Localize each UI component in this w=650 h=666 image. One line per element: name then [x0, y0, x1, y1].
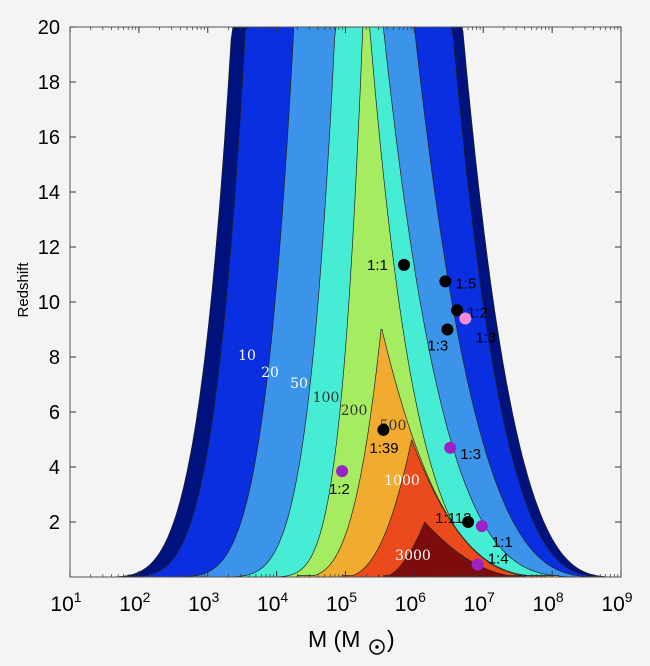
- x-tick-label: 102: [119, 589, 150, 616]
- contour-label-3000: 3000: [395, 548, 431, 564]
- data-point-label: 1:3: [460, 446, 481, 463]
- contour-band-3000: [383, 521, 525, 578]
- data-point-label: 1:1: [367, 257, 388, 274]
- y-tick-label: 4: [49, 457, 60, 479]
- data-point: [441, 323, 454, 336]
- data-point: [398, 258, 411, 271]
- data-point-label: 1:4: [488, 551, 509, 568]
- data-point-label: 1:39: [369, 440, 398, 457]
- x-axis-label: M (M ): [308, 626, 395, 655]
- contour-band-500: [296, 328, 560, 578]
- x-tick-label: 105: [326, 589, 357, 616]
- x-tick-label: 107: [464, 589, 495, 616]
- y-tick-label: 10: [38, 292, 60, 314]
- x-tick-label: 101: [50, 589, 81, 616]
- y-tick-label: 16: [38, 127, 60, 149]
- data-point-label: 1:5: [455, 275, 476, 292]
- svg-text:M (M: M (M: [308, 626, 360, 652]
- contour-label-200: 200: [341, 403, 368, 419]
- contour-label-1000: 1000: [384, 473, 420, 489]
- contour-band-1000: [341, 439, 546, 578]
- y-tick-label: 2: [49, 512, 60, 534]
- data-point-label: 1:3: [475, 330, 496, 347]
- x-tick-label: 108: [533, 589, 564, 616]
- data-point: [471, 558, 484, 571]
- y-tick-label: 20: [38, 17, 60, 39]
- data-point-label: 1:112: [435, 510, 471, 527]
- contour-label-100: 100: [313, 390, 340, 406]
- data-point: [439, 275, 452, 288]
- contour-label-10: 10: [238, 348, 256, 364]
- contour-band-100: [207, 26, 601, 578]
- contour-label-20: 20: [261, 365, 279, 381]
- y-tick-label: 6: [49, 402, 60, 424]
- y-tick-label: 14: [38, 182, 60, 204]
- y-axis-label: Redshift: [15, 262, 32, 318]
- data-point-label: 1:2: [329, 481, 350, 498]
- data-point: [377, 423, 390, 436]
- data-point: [336, 465, 349, 478]
- data-point: [475, 520, 488, 533]
- x-tick-label: 106: [395, 589, 426, 616]
- data-point-label: 1:2: [467, 304, 488, 321]
- x-tick-label: 103: [188, 589, 219, 616]
- axis-ticks: 101 102 103 104 105 106 107 108 109 2 4 6 8 10 12 14 16 1…: [38, 17, 633, 616]
- x-tick-label: 109: [601, 589, 632, 616]
- sun-symbol-icon: [369, 639, 385, 655]
- data-point-label: 1:3: [427, 338, 448, 355]
- data-point: [451, 304, 464, 317]
- x-tick-label: 104: [257, 589, 288, 616]
- data-point: [444, 441, 457, 454]
- x-axis-label-main: M (M: [308, 626, 360, 652]
- x-axis-label-end: ): [387, 626, 395, 652]
- y-tick-label: 18: [38, 72, 60, 94]
- data-point: [459, 312, 472, 325]
- contour-fills: [94, 26, 621, 578]
- y-tick-label: 8: [49, 347, 60, 369]
- data-point: [462, 516, 475, 528]
- contour-label-50: 50: [290, 376, 308, 392]
- data-point-label: 1:1: [492, 534, 513, 551]
- y-tick-label: 12: [38, 237, 60, 259]
